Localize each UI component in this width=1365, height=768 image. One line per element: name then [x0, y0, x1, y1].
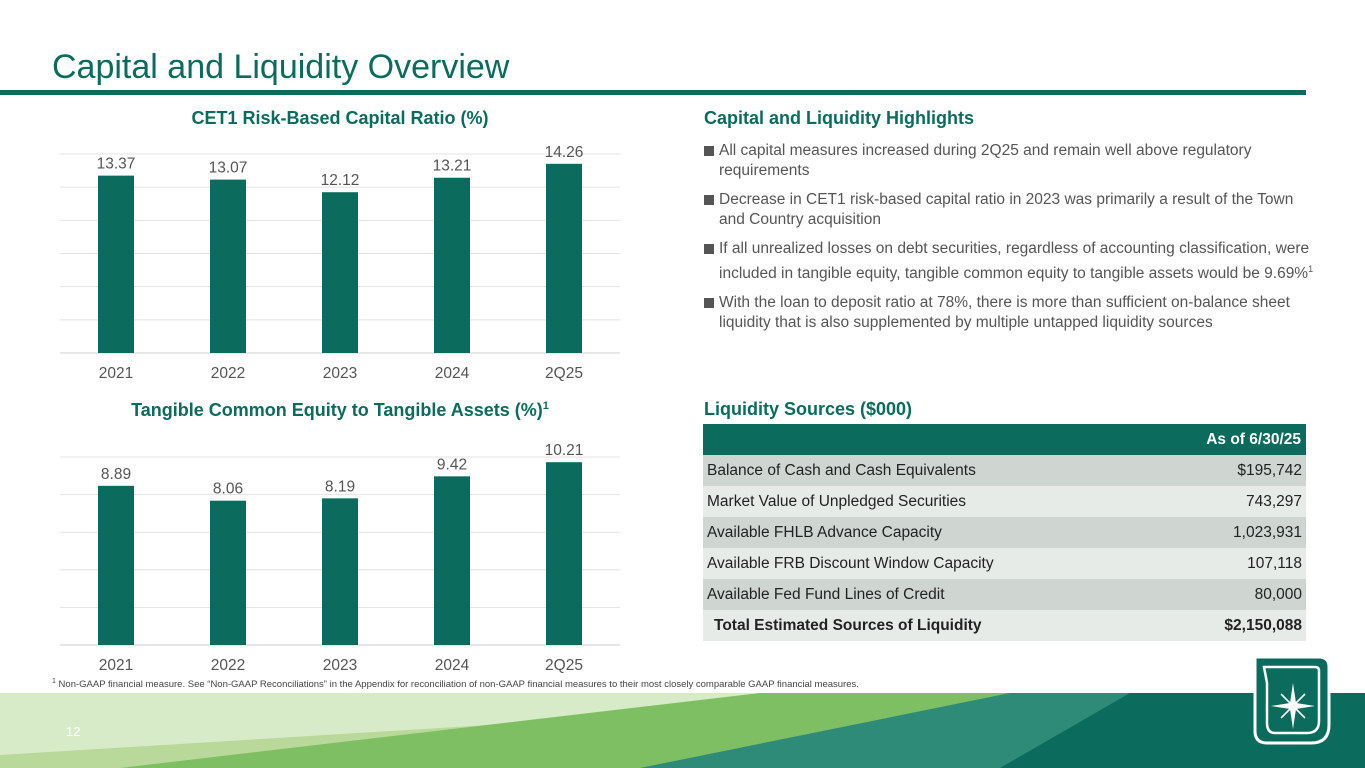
- table-row: Available FHLB Advance Capacity 1,023,93…: [703, 517, 1306, 548]
- bar-2023: [322, 192, 358, 353]
- bar-2021: [98, 175, 134, 353]
- row-value: 743,297: [1170, 486, 1306, 517]
- data-label: 14.26: [545, 144, 584, 161]
- data-label: 8.06: [213, 481, 243, 498]
- data-label: 9.42: [437, 456, 467, 473]
- tce-bar-chart: 8.89 2021 8.06 2022 8.19 2023 9.42 2024 10.21 2Q2…: [60, 442, 620, 674]
- chart-title-cet1: CET1 Risk-Based Capital Ratio (%): [60, 108, 620, 129]
- bar-2024: [434, 177, 470, 353]
- row-value: $195,742: [1170, 455, 1306, 486]
- highlight-bullet: All capital measures increased during 2Q…: [704, 141, 1314, 181]
- footer-band: [0, 693, 1365, 768]
- square-bullet-icon: [704, 244, 714, 254]
- highlight-bullet: With the loan to deposit ratio at 78%, t…: [704, 293, 1314, 333]
- bar-2Q25: [546, 462, 582, 645]
- liquidity-title: Liquidity Sources ($000): [704, 399, 913, 419]
- row-value: 1,023,931: [1170, 517, 1306, 548]
- square-bullet-icon: [704, 195, 714, 205]
- x-tick-label: 2022: [211, 657, 245, 674]
- bar-2021: [98, 485, 134, 645]
- highlight-bullet: If all unrealized losses on debt securit…: [704, 239, 1314, 284]
- table-row: Available Fed Fund Lines of Credit 80,00…: [703, 579, 1306, 610]
- footnote-text: Non-GAAP financial measure. See “Non-GAA…: [58, 679, 859, 691]
- title-divider: [0, 90, 1306, 95]
- highlight-bullet: Decrease in CET1 risk-based capital rati…: [704, 190, 1314, 230]
- data-label: 13.21: [433, 158, 472, 175]
- x-tick-label: 2024: [435, 365, 470, 382]
- footnote: 1 Non-GAAP financial measure. See “Non-G…: [52, 678, 859, 690]
- row-value: 80,000: [1170, 579, 1306, 610]
- x-tick-label: 2023: [323, 365, 357, 382]
- x-tick-label: 2023: [323, 657, 357, 674]
- row-label: Available FRB Discount Window Capacity: [703, 548, 1171, 579]
- chart-title-tce: Tangible Common Equity to Tangible Asset…: [60, 400, 620, 421]
- data-label: 13.07: [209, 160, 248, 177]
- x-tick-label: 2024: [435, 657, 470, 674]
- x-tick-label: 2021: [99, 657, 133, 674]
- highlight-text: Decrease in CET1 risk-based capital rati…: [719, 191, 1294, 228]
- footnote-marker: 1: [52, 678, 56, 685]
- total-row: Total Estimated Sources of Liquidity $2,…: [703, 610, 1306, 641]
- bar-2022: [210, 179, 246, 353]
- data-label: 13.37: [97, 156, 136, 173]
- chart-title-tce-superscript: 1: [542, 400, 549, 412]
- row-label: Available FHLB Advance Capacity: [703, 517, 1171, 548]
- row-label: Market Value of Unpledged Securities: [703, 486, 1171, 517]
- data-label: 8.89: [101, 466, 131, 483]
- data-label: 8.19: [325, 478, 355, 495]
- highlight-text: If all unrealized losses on debt securit…: [719, 240, 1310, 283]
- x-tick-label: 2Q25: [545, 365, 583, 382]
- x-tick-label: 2Q25: [545, 657, 583, 674]
- cet1-bar-chart: 13.37 2021 13.07 2022 12.12 2023 13.21 2024 14.2…: [60, 144, 620, 382]
- bar-2024: [434, 476, 470, 645]
- page-title: Capital and Liquidity Overview: [52, 48, 510, 86]
- x-tick-label: 2022: [211, 365, 245, 382]
- square-bullet-icon: [704, 146, 714, 156]
- highlights-list: All capital measures increased during 2Q…: [704, 141, 1314, 342]
- highlight-superscript: 1: [1308, 264, 1314, 274]
- total-value: $2,150,088: [1170, 610, 1306, 641]
- table-row: Market Value of Unpledged Securities 743…: [703, 486, 1306, 517]
- x-tick-label: 2021: [99, 365, 133, 382]
- table-row: Balance of Cash and Cash Equivalents $19…: [703, 455, 1306, 486]
- highlights-title: Capital and Liquidity Highlights: [704, 108, 974, 128]
- data-label: 10.21: [545, 442, 584, 459]
- row-label: Balance of Cash and Cash Equivalents: [703, 455, 1171, 486]
- table-row: Available FRB Discount Window Capacity 1…: [703, 548, 1306, 579]
- chart-title-tce-text: Tangible Common Equity to Tangible Asset…: [131, 400, 543, 420]
- liquidity-column-header: As of 6/30/25: [703, 424, 1306, 455]
- liquidity-table: As of 6/30/25 Balance of Cash and Cash E…: [703, 424, 1306, 641]
- total-label: Total Estimated Sources of Liquidity: [703, 610, 1171, 641]
- bar-2022: [210, 500, 246, 645]
- bank-logo-icon: [1253, 655, 1331, 745]
- row-value: 107,118: [1170, 548, 1306, 579]
- row-label: Available Fed Fund Lines of Credit: [703, 579, 1171, 610]
- page-number: 12: [66, 724, 81, 739]
- data-label: 12.12: [321, 172, 360, 189]
- square-bullet-icon: [704, 298, 714, 309]
- highlight-text: With the loan to deposit ratio at 78%, t…: [719, 294, 1290, 332]
- bar-2023: [322, 498, 358, 645]
- highlight-text: All capital measures increased during 2Q…: [719, 142, 1252, 179]
- chart-title-cet1-text: CET1 Risk-Based Capital Ratio (%): [191, 108, 489, 128]
- bar-2Q25: [546, 163, 582, 353]
